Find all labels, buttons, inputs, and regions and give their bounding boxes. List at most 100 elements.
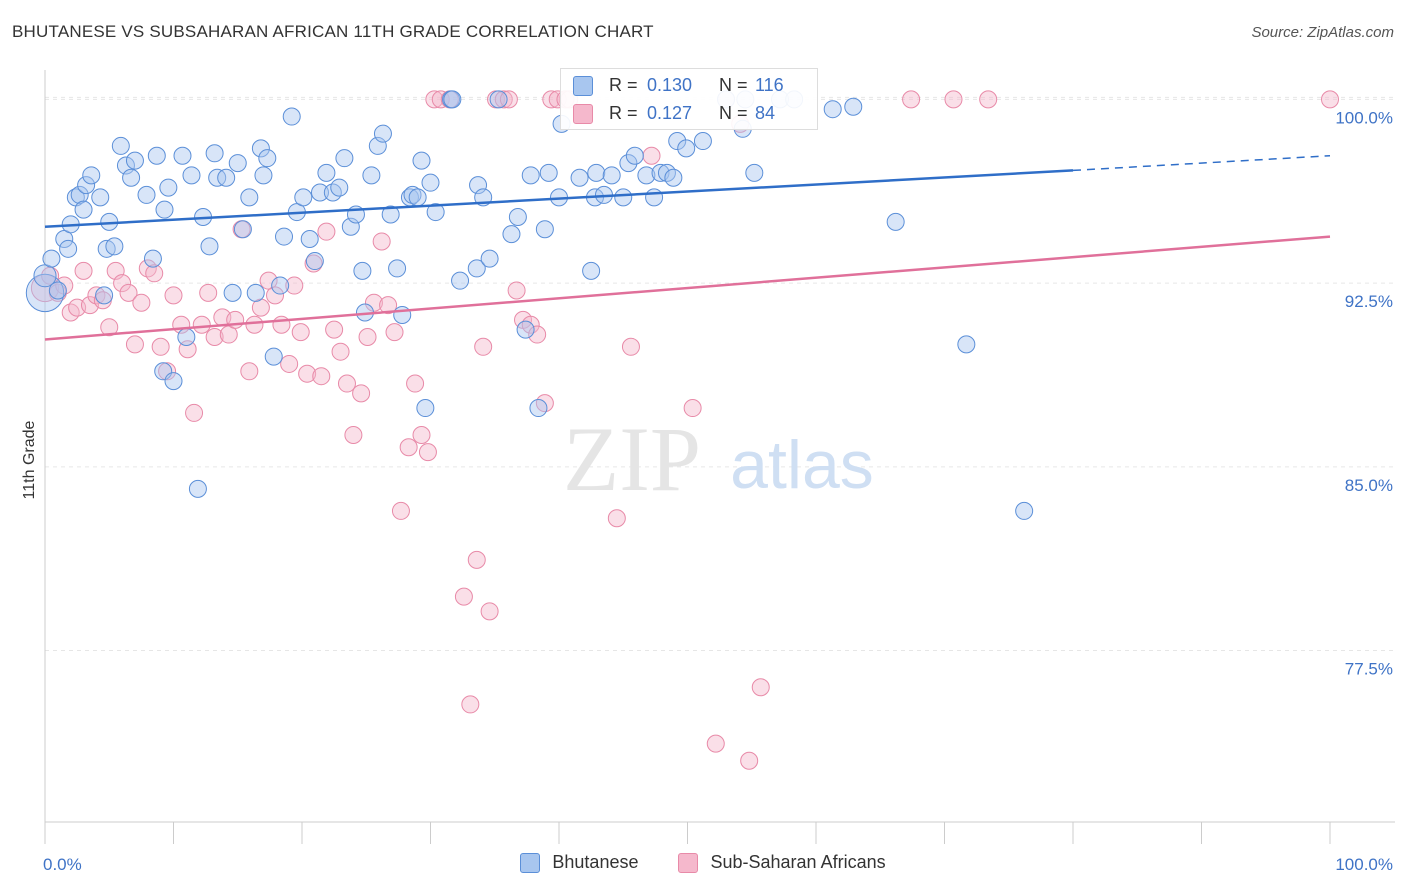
bhutanese-point	[48, 281, 67, 300]
sub-saharan-point	[1321, 90, 1339, 109]
sub-saharan-point	[192, 315, 211, 334]
bhutanese-point	[77, 176, 96, 195]
stats-row-sub-saharan: R = 0.127 N = 84	[573, 103, 775, 124]
bhutanese-point	[625, 146, 644, 165]
sub-saharan-point	[528, 325, 547, 344]
legend-item-sub-saharan[interactable]: Sub-Saharan Africans	[678, 852, 886, 873]
chart-title: BHUTANESE VS SUBSAHARAN AFRICAN 11TH GRA…	[12, 22, 654, 41]
sub-saharan-point	[412, 425, 431, 444]
bhutanese-point	[373, 124, 392, 143]
y-tick-label: 100.0%	[1335, 108, 1393, 127]
sub-saharan-point	[358, 327, 377, 346]
bhutanese-point	[388, 259, 407, 278]
bhutanese-point	[188, 479, 207, 498]
bhutanese-point	[294, 188, 313, 207]
sub-saharan-point	[245, 315, 264, 334]
bhutanese-point	[91, 188, 110, 207]
legend-label-sub-saharan: Sub-Saharan Africans	[710, 852, 886, 872]
bhutanese-point	[42, 249, 61, 268]
sub-saharan-point	[521, 315, 540, 334]
bhutanese-point	[200, 237, 219, 256]
sub-saharan-point	[391, 501, 410, 520]
bhutanese-point	[664, 168, 683, 187]
bhutanese-point	[693, 132, 712, 151]
sub-saharan-point	[621, 337, 640, 356]
bhutanese-point	[330, 178, 349, 197]
sub-saharan-point	[325, 320, 344, 339]
sub-saharan-point	[683, 399, 702, 418]
bhutanese-point	[393, 305, 412, 324]
bhutanese-point	[74, 200, 93, 219]
bhutanese-point	[421, 173, 440, 192]
bhutanese-point	[529, 399, 548, 418]
bhutanese-trend-line	[44, 169, 1074, 229]
legend-label-bhutanese: Bhutanese	[552, 852, 639, 872]
stats-swatch-pink	[573, 103, 593, 124]
axis-labels: 77.5% 85.0% 92.5% 100.0% 0.0% 100.0% 11th Grad…	[21, 108, 1393, 874]
bhutanese-point	[637, 166, 656, 185]
bhutanese-point	[228, 154, 247, 173]
bhutanese-point	[173, 146, 192, 165]
watermark-atlas: atlas	[730, 427, 874, 503]
sub-saharan-point	[406, 374, 425, 393]
bhutanese-point	[240, 188, 259, 207]
bhutanese-point	[111, 136, 130, 155]
bhutanese-point	[159, 178, 178, 197]
stats-legend: R = 0.130 N = 116 R = 0.127 N = 84	[560, 68, 818, 130]
bhutanese-point	[258, 149, 277, 168]
stats-n-value: 84	[755, 103, 776, 123]
sub-saharan-point	[119, 283, 138, 302]
sub-saharan-point	[291, 323, 310, 342]
bhutanese-point	[217, 168, 236, 187]
sub-saharan-point	[331, 342, 350, 361]
bhutanese-trend-extension	[1072, 154, 1331, 172]
bhutanese-point	[677, 139, 696, 158]
bhutanese-point	[408, 188, 427, 207]
legend-item-bhutanese[interactable]: Bhutanese	[520, 852, 638, 873]
bhutanese-point	[451, 271, 470, 290]
sub-saharan-point	[364, 293, 383, 312]
stats-r-value: 0.130	[647, 75, 693, 95]
bhutanese-point	[443, 90, 462, 109]
sub-saharan-trend-line	[44, 235, 1331, 341]
bhutanese-point	[335, 149, 354, 168]
sub-saharan-point	[158, 362, 177, 381]
bhutanese-point	[582, 261, 601, 280]
legend-swatch-pink	[678, 852, 699, 873]
bhutanese-point	[645, 188, 664, 207]
sub-saharan-point	[151, 337, 170, 356]
bhutanese-point	[886, 212, 905, 231]
bhutanese-point	[403, 185, 422, 204]
sub-saharan-point	[461, 695, 480, 714]
bhutanese-point	[271, 276, 290, 295]
bhutanese-point	[619, 154, 638, 173]
sub-saharan-point	[418, 443, 437, 462]
bhutanese-point	[275, 227, 294, 246]
x-tick-label: 100.0%	[1335, 855, 1393, 874]
sub-saharan-point	[480, 602, 499, 621]
bhutanese-point	[823, 100, 842, 119]
bhutanese-point	[246, 283, 265, 302]
sub-saharan-point	[751, 678, 770, 697]
sub-saharan-point	[337, 374, 356, 393]
bhutanese-point	[587, 163, 606, 182]
sub-saharan-point	[642, 146, 661, 165]
bhutanese-point	[844, 97, 863, 116]
stats-row-bhutanese: R = 0.130 N = 116	[573, 75, 784, 96]
bhutanese-point	[381, 205, 400, 224]
bhutanese-point	[516, 320, 535, 339]
sub-saharan-point	[740, 751, 759, 770]
sub-saharan-point	[266, 286, 285, 305]
bhutanese-point	[177, 327, 196, 346]
sub-saharan-point	[607, 509, 626, 528]
stats-n-label: N =	[719, 103, 748, 123]
sub-saharan-point	[494, 90, 513, 109]
bhutanese-point	[489, 90, 508, 109]
sub-saharan-point	[902, 90, 921, 109]
bhutanese-point	[535, 220, 554, 239]
sub-saharan-point	[285, 276, 304, 295]
sub-saharan-point	[205, 327, 224, 346]
bhutanese-point	[508, 207, 527, 226]
bottom-legend: Bhutanese Sub-Saharan Africans	[0, 852, 1406, 873]
